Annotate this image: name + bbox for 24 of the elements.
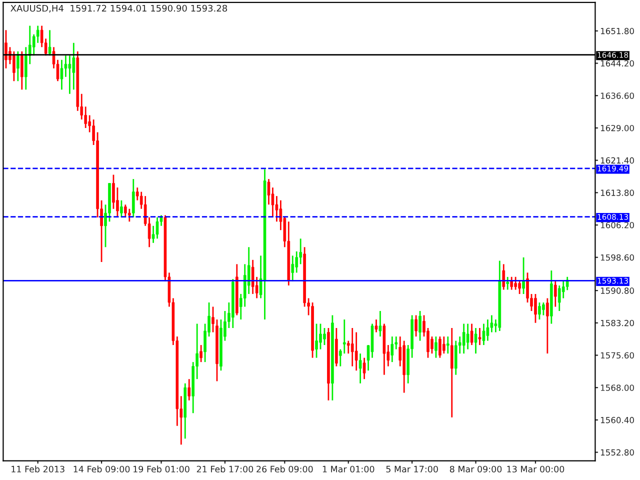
x-tick-label: 8 Mar 09:00 (450, 466, 502, 472)
x-tick-label: 1 Mar 01:00 (322, 466, 374, 472)
y-tick-label: 1644.20 (600, 60, 634, 67)
y-tick-label: 1629.00 (600, 124, 634, 132)
x-tick-label: 5 Mar 17:00 (386, 466, 438, 472)
y-tick-label: 1575.60 (600, 352, 634, 359)
y-tick-label: 1583.20 (600, 320, 634, 326)
y-tick-label: 1552.80 (600, 449, 634, 456)
y-tick-label: 1621.40 (600, 157, 634, 164)
y-tick-label: 1598.60 (600, 254, 634, 261)
y-tick-label: 1560.40 (600, 416, 634, 424)
y-tick-label: 1636.60 (600, 92, 634, 99)
chart-title: XAUUSD,H4 1591.72 1594.01 1590.90 1593.28 (10, 4, 228, 13)
y-tick-label: 1651.80 (600, 28, 634, 34)
x-tick-label: 14 Feb 09:00 (74, 466, 130, 472)
x-tick-label: 19 Feb 01:00 (134, 466, 190, 472)
x-tick-label: 13 Mar 00:00 (507, 466, 564, 472)
y-tick-label: 1606.20 (600, 222, 634, 228)
y-tick-label: 1568.00 (600, 384, 634, 391)
x-tick-label: 26 Feb 09:00 (256, 466, 313, 472)
y-tick-label: 1590.80 (600, 288, 634, 294)
x-tick-label: 21 Feb 17:00 (196, 466, 254, 472)
y-tick-label: 1613.80 (600, 190, 634, 196)
x-tick-label: 11 Feb 2013 (12, 466, 64, 472)
